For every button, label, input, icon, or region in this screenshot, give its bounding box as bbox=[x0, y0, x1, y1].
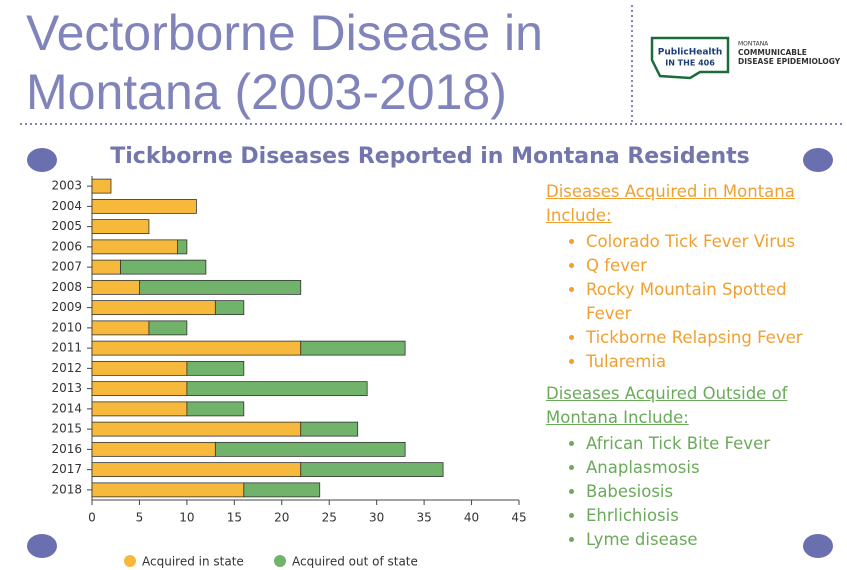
x-tick-label: 35 bbox=[416, 511, 431, 525]
disease-item: Ehrlichiosis bbox=[586, 504, 826, 528]
bar-segment bbox=[139, 280, 300, 294]
legend-label: Acquired out of state bbox=[292, 555, 418, 569]
disease-item: Rocky Mountain Spotted Fever bbox=[586, 278, 826, 326]
page-title: Vectorborne Disease in bbox=[26, 5, 543, 61]
y-tick-label: 2018 bbox=[51, 482, 82, 496]
disease-item: Anaplasmosis bbox=[586, 456, 826, 480]
bar-segment bbox=[92, 442, 215, 456]
x-tick-label: 10 bbox=[179, 511, 194, 525]
bar-segment bbox=[92, 260, 120, 274]
disease-item: Colorado Tick Fever Virus bbox=[586, 230, 826, 254]
bar-segment bbox=[92, 280, 139, 294]
in-state-panel: Diseases Acquired in MontanaInclude:Colo… bbox=[546, 180, 836, 374]
x-tick-label: 20 bbox=[274, 511, 289, 525]
page-title: Montana (2003-2018) bbox=[26, 64, 507, 120]
bar-segment bbox=[92, 483, 244, 497]
y-tick-label: 2012 bbox=[51, 361, 82, 375]
disease-item: Tickborne Relapsing Fever bbox=[586, 326, 826, 350]
disease-item: Q fever bbox=[586, 254, 826, 278]
disease-list: Colorado Tick Fever VirusQ feverRocky Mo… bbox=[546, 230, 836, 374]
panel-heading: Diseases Acquired in Montana bbox=[546, 180, 836, 204]
bar-segment bbox=[92, 361, 187, 375]
disease-item: African Tick Bite Fever bbox=[586, 432, 826, 456]
disease-item: Tularemia bbox=[586, 350, 826, 374]
logo: PublicHealth IN THE 406 MONTANA COMMUNIC… bbox=[652, 38, 841, 78]
panel-heading: Diseases Acquired Outside of bbox=[546, 382, 836, 406]
y-tick-label: 2009 bbox=[51, 300, 82, 314]
bar-segment bbox=[301, 341, 405, 355]
infographic: Vectorborne Disease in Montana (2003-201… bbox=[0, 0, 847, 570]
logo-text: PublicHealth bbox=[658, 48, 722, 58]
legend-swatch bbox=[124, 555, 136, 567]
y-tick-label: 2014 bbox=[51, 401, 82, 415]
bar-segment bbox=[92, 463, 301, 477]
y-tick-label: 2003 bbox=[51, 179, 82, 193]
x-tick-label: 30 bbox=[369, 511, 384, 525]
y-tick-label: 2006 bbox=[51, 239, 82, 253]
logo-text: DISEASE EPIDEMIOLOGY bbox=[738, 57, 841, 66]
bar-segment bbox=[92, 199, 196, 213]
bar-segment bbox=[92, 240, 177, 254]
bar-segment bbox=[92, 382, 187, 396]
bar-segment bbox=[92, 341, 301, 355]
y-tick-label: 2007 bbox=[51, 260, 82, 274]
bar-segment bbox=[244, 483, 320, 497]
x-tick-label: 25 bbox=[322, 511, 337, 525]
y-tick-label: 2013 bbox=[51, 381, 82, 395]
x-tick-label: 5 bbox=[136, 511, 144, 525]
y-tick-label: 2004 bbox=[51, 199, 82, 213]
bar-segment bbox=[92, 179, 111, 193]
bar-segment bbox=[301, 463, 443, 477]
tick-icon bbox=[803, 148, 833, 172]
y-tick-label: 2015 bbox=[51, 422, 82, 436]
bar-segment bbox=[215, 301, 243, 315]
bar-segment bbox=[120, 260, 205, 274]
bar-segment bbox=[92, 301, 215, 315]
legend-label: Acquired in state bbox=[142, 555, 244, 569]
x-tick-label: 15 bbox=[227, 511, 242, 525]
legend-swatch bbox=[274, 555, 286, 567]
x-tick-label: 0 bbox=[88, 511, 96, 525]
bar-segment bbox=[92, 422, 301, 436]
logo-text: IN THE 406 bbox=[665, 59, 715, 68]
y-tick-label: 2010 bbox=[51, 320, 82, 334]
bar-segment bbox=[92, 220, 149, 234]
bar-segment bbox=[187, 382, 367, 396]
logo-text: MONTANA bbox=[738, 41, 769, 48]
x-tick-label: 45 bbox=[511, 511, 526, 525]
tick-icon bbox=[27, 534, 57, 558]
bar-segment bbox=[149, 321, 187, 335]
y-tick-label: 2017 bbox=[51, 462, 82, 476]
disease-item: Lyme disease bbox=[586, 528, 826, 552]
disease-item: Babesiosis bbox=[586, 480, 826, 504]
bar-segment bbox=[187, 402, 244, 416]
panel-heading: Montana Include: bbox=[546, 406, 836, 430]
bar-segment bbox=[92, 402, 187, 416]
x-tick-label: 40 bbox=[464, 511, 479, 525]
y-tick-label: 2011 bbox=[51, 341, 82, 355]
logo-text: COMMUNICABLE bbox=[738, 48, 807, 57]
y-tick-label: 2005 bbox=[51, 219, 82, 233]
chart-title: Tickborne Diseases Reported in Montana R… bbox=[110, 144, 750, 169]
tick-icon bbox=[27, 148, 57, 172]
panel-heading: Include: bbox=[546, 204, 836, 228]
y-tick-label: 2016 bbox=[51, 442, 82, 456]
bar-segment bbox=[215, 442, 405, 456]
bar-segment bbox=[187, 361, 244, 375]
y-tick-label: 2008 bbox=[51, 280, 82, 294]
bar-segment bbox=[92, 321, 149, 335]
bar-segment bbox=[177, 240, 186, 254]
disease-list: African Tick Bite FeverAnaplasmosisBabes… bbox=[546, 432, 836, 552]
bar-segment bbox=[301, 422, 358, 436]
